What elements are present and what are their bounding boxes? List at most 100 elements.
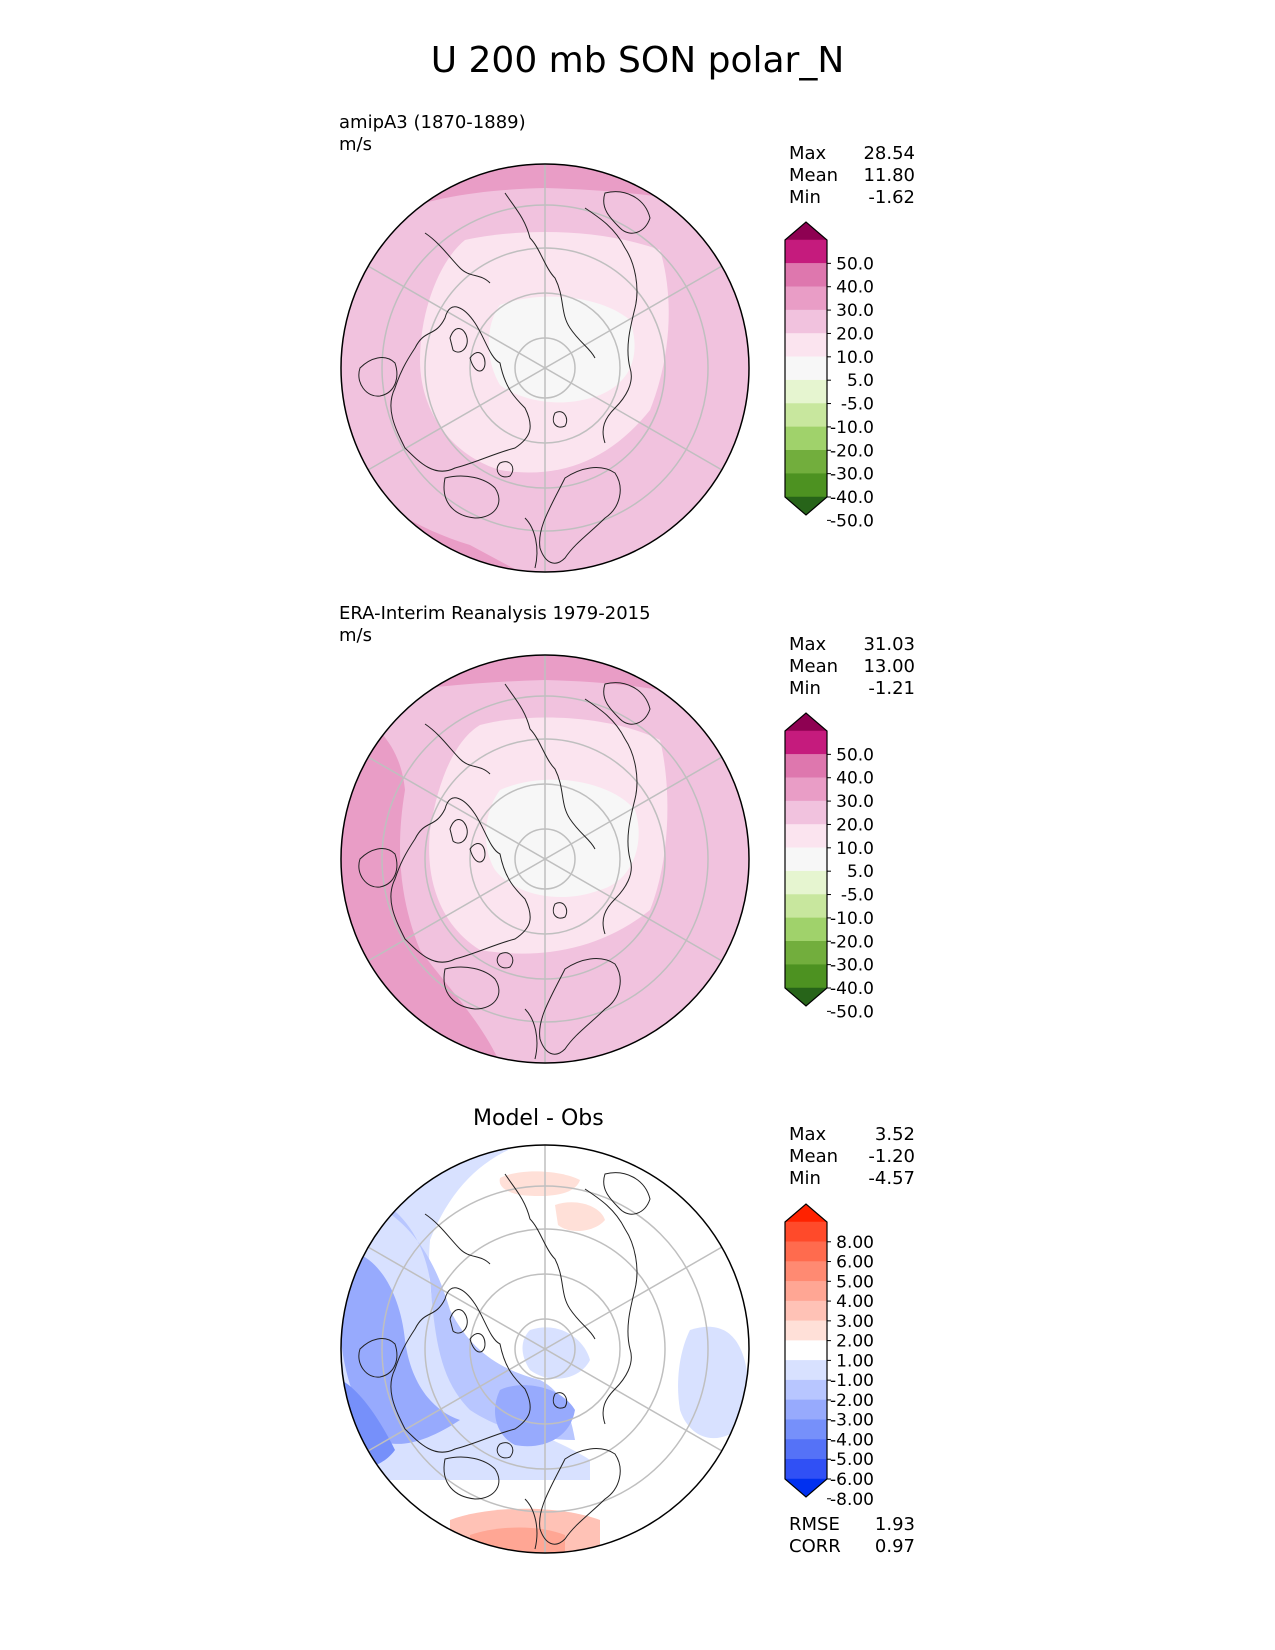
obs-dataset-label: ERA-Interim Reanalysis 1979-2015: [339, 603, 651, 624]
colorbar-tick-label: -6.00: [830, 1470, 874, 1490]
colorbar-swatch: [784, 263, 828, 287]
colorbar-swatch: [784, 894, 828, 919]
model-panel-label: amipA3 (1870-1889) m/s: [339, 112, 526, 156]
metric-name: CORR: [789, 1536, 841, 1557]
colorbar-tick-label: 2.00: [836, 1332, 874, 1352]
colorbar-swatch: [784, 870, 828, 895]
colorbar-swatch: [784, 450, 828, 474]
colorbar-tick-label: 10.0: [836, 839, 874, 859]
colorbar-tick-label: -50.0: [830, 1002, 874, 1022]
colorbar-swatch: [784, 964, 828, 989]
colorbar-tick-label: 40.0: [836, 769, 874, 789]
colorbar-tick-label: -20.0: [830, 441, 874, 461]
colorbar-swatch: [784, 1221, 828, 1243]
colorbar-tick-label: 4.00: [836, 1292, 874, 1312]
stat-value: -1.21: [868, 678, 915, 699]
model-stat-mean: Mean 11.80: [789, 165, 915, 187]
colorbar-swatch: [784, 777, 828, 802]
colorbar-swatch: [784, 473, 828, 498]
diff-metric-rmse: RMSE 1.93: [789, 1514, 915, 1536]
colorbar-swatch: [784, 1281, 828, 1302]
colorbar-swatch: [784, 379, 828, 404]
model-colorbar: 50.0 40.0 30.0 20.0 10.0 5.0 -5.0 -10.0 -20.0 -30…: [784, 221, 874, 531]
colorbar-tick-label: 3.00: [836, 1312, 874, 1332]
diff-field-pos1-n2: [555, 1202, 605, 1232]
colorbar-tick-label: -2.00: [830, 1391, 874, 1411]
stat-name: Mean: [789, 165, 839, 186]
colorbar-swatch: [784, 239, 828, 264]
colorbar-swatch: [784, 754, 828, 778]
colorbar-swatch: [784, 403, 828, 428]
obs-stats: Max 31.03 Mean 13.00 Min -1.21: [789, 634, 915, 700]
stat-value: 28.54: [863, 143, 915, 164]
obs-colorbar: 50.0 40.0 30.0 20.0 10.0 5.0 -5.0 -10.0 -20.0 -30…: [784, 712, 874, 1022]
diff-field-pos1-n: [499, 1171, 580, 1197]
stat-name: Min: [789, 678, 821, 699]
diff-stats: Max 3.52 Mean -1.20 Min -4.57: [789, 1124, 915, 1190]
colorbar-swatch: [784, 1320, 828, 1341]
stat-name: Mean: [789, 1146, 839, 1167]
obs-map: [340, 654, 750, 1064]
diff-field-neg3: [341, 1250, 460, 1444]
diff-field-pos3-s: [470, 1527, 565, 1553]
stat-name: Max: [789, 1124, 827, 1145]
diff-map: [340, 1144, 750, 1554]
colorbar-swatch: [784, 356, 828, 381]
model-units-label: m/s: [339, 134, 372, 155]
diff-colorbar: 8.006.005.004.003.002.001.00-1.00-2.00-3…: [784, 1203, 874, 1510]
colorbar-swatch: [784, 800, 828, 825]
colorbar-tick-label: 40.0: [836, 278, 874, 298]
obs-stat-max: Max 31.03: [789, 634, 915, 656]
colorbar-swatch: [784, 1261, 828, 1282]
model-dataset-label: amipA3 (1870-1889): [339, 112, 526, 133]
stat-name: Max: [789, 634, 827, 655]
colorbar-tick-label: 5.0: [847, 862, 874, 882]
colorbar-tick-label: -40.0: [830, 979, 874, 999]
diff-stat-max: Max 3.52: [789, 1124, 915, 1146]
diff-stat-mean: Mean -1.20: [789, 1146, 915, 1168]
diff-panel-title: Model - Obs: [473, 1106, 604, 1131]
model-stat-max: Max 28.54: [789, 143, 915, 165]
model-stats: Max 28.54 Mean 11.80 Min -1.62: [789, 143, 915, 209]
colorbar-tick-label: -3.00: [830, 1411, 874, 1431]
colorbar-tick-label: 6.00: [836, 1253, 874, 1273]
colorbar-swatch: [784, 1439, 828, 1460]
colorbar-tick-label: 30.0: [836, 792, 874, 812]
colorbar-tick-label: -1.00: [830, 1371, 874, 1391]
colorbar-swatch: [784, 1241, 828, 1262]
colorbar-tick-label: 50.0: [836, 254, 874, 274]
obs-stat-mean: Mean 13.00: [789, 656, 915, 678]
colorbar-tick-label: -5.00: [830, 1450, 874, 1470]
obs-stat-min: Min -1.21: [789, 678, 915, 700]
colorbar-tick-label: 20.0: [836, 324, 874, 344]
colorbar-swatch: [784, 1399, 828, 1420]
colorbar-swatch: [784, 847, 828, 872]
colorbar-swatch: [784, 987, 828, 1007]
colorbar-swatch: [784, 426, 828, 451]
colorbar-swatch: [784, 1458, 828, 1480]
metric-value: 0.97: [874, 1536, 915, 1557]
diff-field-neg2: [341, 1190, 575, 1440]
colorbar-swatch: [784, 1340, 828, 1361]
stat-name: Min: [789, 187, 821, 208]
colorbar-swatch: [784, 1203, 828, 1223]
colorbar-swatch: [784, 824, 828, 849]
colorbar-swatch: [784, 941, 828, 965]
colorbar-tick-label: -10.0: [830, 909, 874, 929]
colorbar-tick-label: 20.0: [836, 815, 874, 835]
colorbar-swatch: [784, 286, 828, 311]
colorbar-tick-label: 50.0: [836, 745, 874, 765]
figure-title: U 200 mb SON polar_N: [430, 40, 845, 81]
colorbar-swatch: [784, 1419, 828, 1440]
colorbar-swatch: [784, 221, 828, 241]
stat-value: 11.80: [863, 165, 915, 186]
stat-value: 31.03: [863, 634, 915, 655]
colorbar-swatch: [784, 917, 828, 942]
stat-name: Min: [789, 1168, 821, 1189]
obs-field-band-west: [341, 700, 500, 1063]
diff-stat-min: Min -4.57: [789, 1168, 915, 1190]
model-map: [340, 163, 750, 573]
stat-value: -1.62: [868, 187, 915, 208]
stat-value: -4.57: [868, 1168, 915, 1189]
